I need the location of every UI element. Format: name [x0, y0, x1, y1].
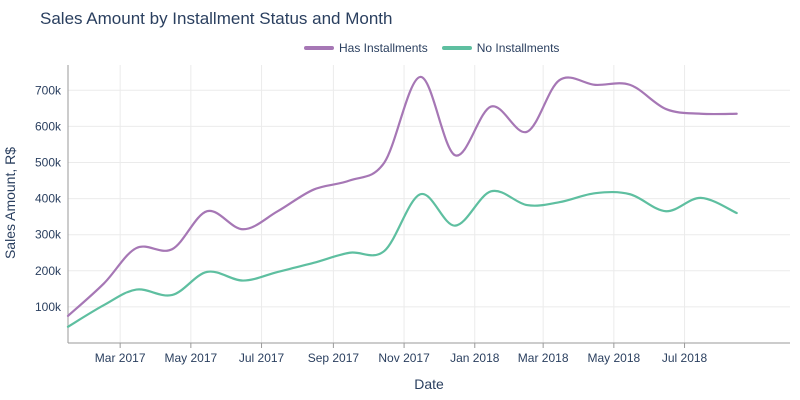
y-tick-label: 600k [35, 119, 62, 133]
x-tick-label: Jan 2018 [450, 351, 500, 365]
legend: Has Installments No Installments [304, 40, 573, 56]
x-axis-title: Date [414, 376, 444, 392]
series-layer [66, 75, 738, 328]
x-tick-label: Sep 2017 [308, 351, 360, 365]
y-tick-label: 700k [35, 83, 62, 97]
x-tick-label: May 2017 [164, 351, 217, 365]
y-axis-title: Sales Amount, R$ [2, 147, 18, 259]
y-tick-label: 300k [35, 228, 62, 242]
legend-swatch-no-installments [441, 46, 472, 50]
x-tick-label: Nov 2017 [378, 351, 430, 365]
chart-title: Sales Amount by Installment Status and M… [40, 9, 393, 28]
x-tick-label: Jul 2018 [662, 351, 708, 365]
x-tick-label: Jul 2017 [239, 351, 285, 365]
legend-label-has-installments: Has Installments [339, 41, 428, 55]
axes [67, 65, 790, 348]
legend-swatch-has-installments [304, 46, 334, 50]
y-tick-label: 500k [35, 155, 62, 169]
series-line-no-installments[interactable] [66, 189, 738, 328]
x-tick-label: Mar 2017 [95, 351, 146, 365]
grid [68, 65, 790, 343]
legend-label-no-installments: No Installments [476, 41, 560, 55]
x-tick-label: Mar 2018 [518, 351, 569, 365]
y-tick-label: 200k [35, 264, 62, 278]
legend-item-no-installments[interactable]: No Installments [441, 41, 560, 55]
tick-labels: Mar 2017 May 2017 Jul 2017 Sep 2017 Nov 2017… [35, 83, 708, 365]
y-tick-label: 400k [35, 192, 62, 206]
series-line-has-installments[interactable] [66, 75, 738, 318]
legend-item-has-installments[interactable]: Has Installments [304, 41, 428, 55]
y-tick-label: 100k [35, 300, 62, 314]
x-tick-label: May 2018 [587, 351, 640, 365]
